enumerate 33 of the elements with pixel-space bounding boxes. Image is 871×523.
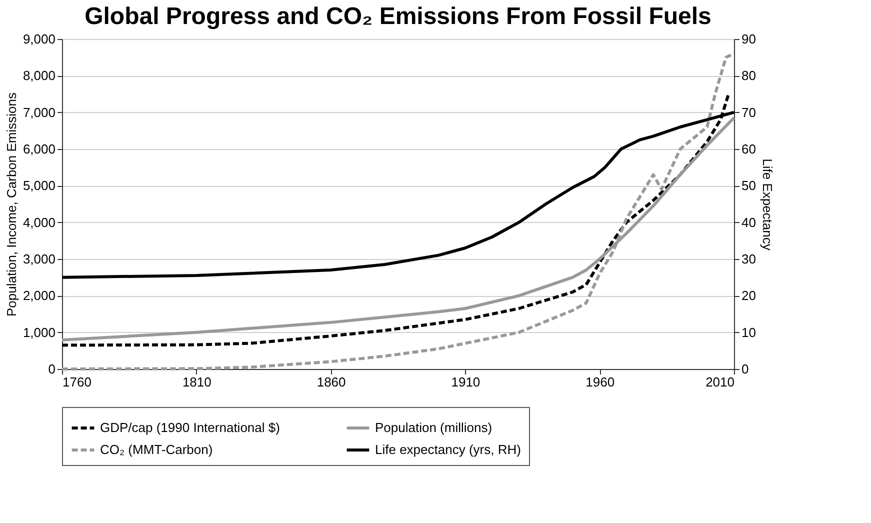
chart-title: Global Progress and CO₂ Emissions From Fossil Fuels: [84, 3, 712, 30]
x-tick-label: 1910: [451, 374, 480, 390]
legend-label: Population (millions): [375, 420, 492, 435]
y2-tick-label: 30: [742, 252, 756, 266]
y-tick-label: 9,000: [22, 32, 56, 46]
y-tick-label: 2,000: [22, 288, 56, 304]
legend-label: GDP/cap (1990 International $): [100, 420, 280, 435]
y2-tick-label: 70: [742, 104, 756, 120]
y2-tick-label: 10: [742, 324, 756, 340]
y-tick-label: 3,000: [22, 252, 56, 266]
y-tick-label: 1,000: [22, 324, 56, 340]
y2-tick-label: 40: [742, 214, 756, 230]
y2-tick-label: 0: [742, 362, 749, 376]
y-tick-label: 0: [48, 362, 56, 376]
y-tick-label: 6,000: [22, 142, 56, 156]
y-tick-label: 4,000: [22, 214, 56, 230]
y2-axis-title: Life Expectancy: [760, 158, 775, 251]
x-tick-label: 1960: [586, 374, 615, 390]
y2-tick-label: 50: [742, 178, 756, 194]
legend-label: CO₂ (MMT-Carbon): [100, 442, 213, 457]
y-tick-label: 5,000: [22, 178, 56, 194]
y-tick-label: 7,000: [22, 104, 56, 120]
x-tick-label: 1760: [62, 374, 92, 390]
x-tick-label: 2010: [706, 374, 734, 390]
y2-tick-label: 20: [742, 288, 756, 304]
y-axis-title: Population, Income, Carbon Emissions: [4, 92, 19, 317]
legend-label: Life expectancy (yrs, RH): [375, 442, 521, 457]
y2-tick-label: 80: [742, 68, 756, 84]
y-tick-label: 8,000: [22, 68, 56, 84]
x-tick-label: 1860: [316, 374, 346, 390]
y2-tick-label: 90: [742, 32, 756, 46]
y2-tick-label: 60: [742, 142, 756, 156]
x-tick-label: 1810: [182, 374, 212, 390]
